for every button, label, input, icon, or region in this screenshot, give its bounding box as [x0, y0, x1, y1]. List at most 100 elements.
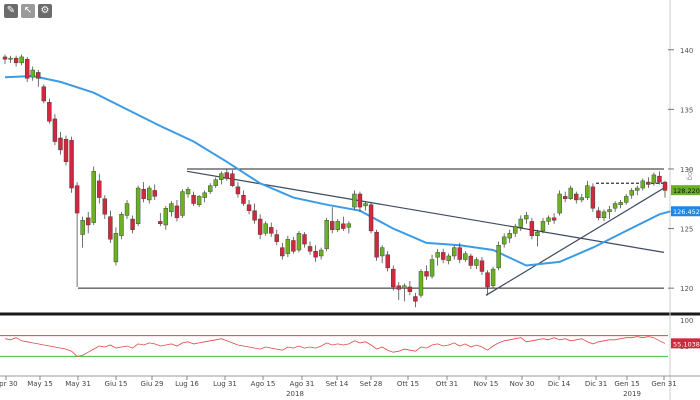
- moving-average-line: [4, 74, 671, 267]
- candle-body: [163, 208, 169, 226]
- candle-body: [36, 72, 41, 79]
- candle-body: [269, 227, 274, 234]
- last-price-label: 128.2208: [673, 187, 700, 195]
- candle-body: [535, 231, 540, 236]
- candle-body: [2, 56, 8, 60]
- descending-trendline-line: [186, 170, 665, 253]
- candle-body: [230, 173, 235, 186]
- candle-body: [91, 171, 96, 223]
- candle-body: [213, 179, 218, 186]
- x-tick-label: May 31: [65, 380, 91, 388]
- candle-body: [263, 223, 268, 234]
- candle-body: [291, 240, 296, 252]
- candle-body: [174, 205, 180, 219]
- rsi-value-label-bg: [671, 338, 700, 349]
- candle-body: [19, 56, 24, 64]
- candle-body: [651, 174, 657, 184]
- moving-average-value-label-bg: [671, 206, 700, 217]
- x-tick-label: Gen 15: [614, 380, 639, 388]
- candle-body: [612, 203, 618, 209]
- candle-body: [568, 187, 573, 199]
- candle-body: [202, 192, 207, 198]
- candle-body: [330, 221, 335, 230]
- x-tick-label: Lug 31: [213, 380, 237, 388]
- candle-body: [496, 245, 501, 269]
- candle-body: [80, 220, 85, 235]
- x-tick-label: Set 14: [326, 380, 349, 388]
- candle-body: [13, 57, 19, 64]
- x-tick-label: Dic 14: [548, 380, 571, 388]
- x-tick-label: Ago 31: [290, 380, 315, 388]
- candle-body: [196, 196, 202, 205]
- candle-body: [635, 187, 640, 191]
- candle-body: [540, 221, 546, 232]
- candle-body: [346, 223, 352, 228]
- candle-body: [662, 181, 668, 191]
- candle-body: [357, 193, 363, 208]
- candle-body: [574, 193, 579, 201]
- scale-mode-label: Log: [686, 168, 694, 181]
- candle-body: [235, 186, 241, 195]
- candle-body: [440, 252, 446, 260]
- y-tick-label: 140: [680, 47, 693, 55]
- candle-body: [518, 218, 523, 228]
- rsi-tick-label: 100: [680, 317, 693, 325]
- candle-body: [252, 210, 257, 221]
- candle-body: [363, 203, 368, 207]
- candle-body: [58, 137, 63, 151]
- candle-body: [8, 57, 13, 60]
- candle-body: [579, 197, 585, 201]
- candle-body: [513, 225, 518, 234]
- x-tick-label: Giu 29: [141, 380, 164, 388]
- candle-body: [180, 191, 185, 216]
- x-tick-label: Apr 30: [0, 380, 18, 388]
- candle-body: [402, 285, 407, 289]
- candle-body: [69, 140, 74, 189]
- candle-body: [30, 69, 35, 78]
- x-tick-label: Giu 15: [105, 380, 128, 388]
- candle-body: [185, 189, 191, 195]
- candle-body: [130, 218, 135, 230]
- x-tick-label: Ott 31: [436, 380, 458, 388]
- chart-toolbar: ✎ ↖ ⚙: [0, 0, 64, 22]
- edit-icon[interactable]: ✎: [4, 4, 18, 18]
- candle-body: [396, 285, 401, 290]
- y-tick-label: 135: [680, 106, 693, 114]
- rsi-value-label: 55.1038: [673, 340, 700, 348]
- cursor-icon[interactable]: ↖: [21, 4, 35, 18]
- candle-body: [640, 180, 646, 189]
- candle-body: [374, 231, 379, 258]
- candle-body: [474, 259, 479, 266]
- candle-body: [102, 198, 108, 215]
- candle-body: [463, 253, 468, 260]
- candle-body: [135, 187, 141, 224]
- y-tick-label: 125: [680, 226, 693, 234]
- candle-body: [490, 268, 496, 286]
- y-tick-label: 120: [680, 285, 693, 293]
- candle-body: [246, 204, 252, 211]
- x-tick-label: Nov 15: [474, 380, 499, 388]
- candle-body: [341, 223, 346, 229]
- candle-body: [324, 220, 329, 250]
- y-tick-label: 130: [680, 166, 693, 174]
- candle-body: [74, 185, 80, 214]
- candle-body: [485, 272, 490, 288]
- candle-body: [152, 190, 157, 197]
- candle-body: [446, 255, 451, 261]
- candle-body: [457, 247, 462, 260]
- candle-body: [224, 172, 230, 179]
- candle-body: [623, 196, 629, 203]
- candle-body: [335, 221, 340, 230]
- candle-body: [313, 251, 318, 258]
- candle-body: [285, 239, 291, 254]
- settings-icon[interactable]: ⚙: [38, 4, 52, 18]
- candle-body: [85, 217, 91, 226]
- candle-body: [274, 234, 279, 242]
- candle-body: [141, 189, 146, 199]
- candle-body: [63, 138, 69, 163]
- candle-body: [113, 233, 119, 263]
- candle-body: [124, 203, 130, 216]
- candle-body: [501, 236, 507, 245]
- x-tick-label: May 15: [27, 380, 53, 388]
- candle-body: [507, 233, 512, 239]
